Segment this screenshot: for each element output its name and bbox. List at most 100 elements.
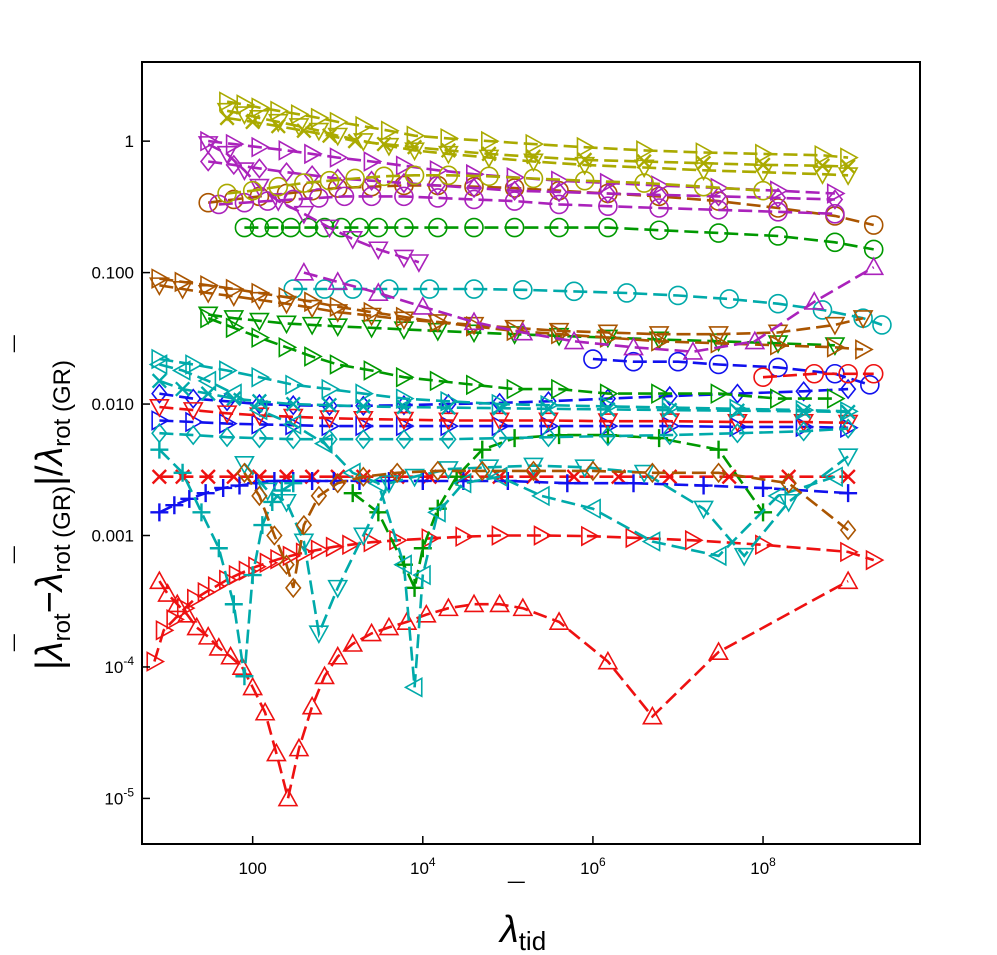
data-point bbox=[314, 217, 335, 238]
data-point bbox=[199, 151, 217, 172]
data-point bbox=[150, 440, 169, 459]
data-point bbox=[200, 307, 219, 329]
data-point bbox=[491, 427, 508, 449]
data-point bbox=[644, 462, 661, 484]
data-point bbox=[184, 424, 202, 446]
data-point bbox=[176, 597, 196, 619]
data-point bbox=[334, 186, 355, 207]
data-point bbox=[597, 413, 619, 432]
data-point bbox=[599, 183, 617, 204]
data-point bbox=[406, 139, 423, 155]
data-point bbox=[440, 127, 460, 149]
data-point bbox=[251, 136, 271, 158]
data-point bbox=[352, 527, 374, 547]
data-point bbox=[463, 311, 485, 331]
data-point bbox=[329, 111, 349, 133]
data-point bbox=[379, 279, 399, 299]
data-point bbox=[636, 140, 655, 161]
data-point bbox=[709, 440, 728, 459]
data-point bbox=[173, 463, 192, 482]
data-point bbox=[478, 459, 500, 478]
x-axis-title-main: λ bbox=[498, 909, 519, 951]
data-point bbox=[550, 181, 568, 203]
data-point bbox=[533, 525, 553, 546]
x-tick-label: 108 bbox=[750, 855, 776, 878]
series-line bbox=[208, 139, 835, 195]
data-point bbox=[197, 581, 217, 603]
data-point bbox=[263, 492, 282, 511]
data-point bbox=[523, 168, 544, 189]
data-point bbox=[165, 496, 184, 515]
data-point bbox=[355, 428, 372, 450]
data-point bbox=[234, 217, 255, 238]
data-point bbox=[839, 418, 857, 439]
data-point bbox=[187, 588, 206, 610]
data-point bbox=[285, 577, 302, 599]
data-point bbox=[753, 367, 773, 388]
data-point bbox=[625, 527, 645, 549]
data-point bbox=[863, 256, 885, 276]
series bbox=[234, 217, 884, 260]
data-point bbox=[803, 291, 825, 310]
data-point bbox=[363, 360, 383, 381]
data-point bbox=[234, 106, 255, 125]
data-point bbox=[512, 597, 534, 617]
series-line bbox=[208, 160, 835, 201]
data-point bbox=[650, 184, 668, 206]
data-point bbox=[549, 194, 569, 215]
data-point bbox=[367, 282, 389, 301]
data-point bbox=[342, 633, 364, 652]
data-point bbox=[225, 154, 243, 176]
data-point bbox=[207, 576, 227, 597]
data-point bbox=[308, 625, 330, 645]
data-point bbox=[668, 351, 688, 372]
series-line bbox=[226, 109, 849, 177]
data-point bbox=[266, 742, 287, 762]
data-point bbox=[321, 397, 338, 413]
data-point bbox=[361, 186, 382, 207]
data-point bbox=[863, 363, 884, 384]
data-point bbox=[466, 163, 485, 185]
y-axis-title-minus: − bbox=[29, 591, 71, 613]
data-point bbox=[525, 133, 545, 155]
series bbox=[583, 349, 880, 395]
series-line bbox=[226, 100, 849, 159]
data-point bbox=[825, 232, 845, 253]
data-point bbox=[767, 485, 787, 507]
series bbox=[219, 110, 856, 175]
data-point bbox=[729, 422, 746, 444]
data-point bbox=[634, 173, 654, 193]
data-point bbox=[327, 271, 349, 290]
series bbox=[753, 363, 884, 388]
series bbox=[236, 460, 857, 599]
data-point bbox=[733, 547, 755, 567]
data-point bbox=[488, 466, 508, 488]
data-point bbox=[342, 534, 361, 556]
data-point bbox=[288, 118, 310, 137]
data-point bbox=[513, 279, 533, 300]
data-point bbox=[649, 220, 669, 241]
series bbox=[293, 256, 885, 360]
data-point bbox=[301, 299, 323, 319]
data-point bbox=[755, 534, 774, 556]
data-point bbox=[440, 142, 457, 159]
data-point bbox=[693, 176, 714, 197]
data-point bbox=[708, 354, 729, 375]
data-point bbox=[438, 412, 459, 432]
data-point bbox=[452, 472, 472, 494]
data-point bbox=[583, 349, 603, 369]
data-point bbox=[157, 583, 178, 602]
data-point bbox=[525, 149, 542, 165]
y-axis-title-a-main: λ bbox=[29, 641, 71, 662]
x-tick-label: 106 bbox=[580, 855, 606, 878]
data-point bbox=[367, 241, 389, 261]
data-point bbox=[230, 476, 249, 495]
data-point bbox=[729, 398, 749, 420]
data-point bbox=[319, 219, 340, 239]
data-point bbox=[234, 455, 255, 475]
data-point bbox=[840, 404, 856, 420]
data-point bbox=[276, 493, 297, 513]
data-point bbox=[531, 485, 550, 507]
data-point bbox=[186, 616, 208, 636]
